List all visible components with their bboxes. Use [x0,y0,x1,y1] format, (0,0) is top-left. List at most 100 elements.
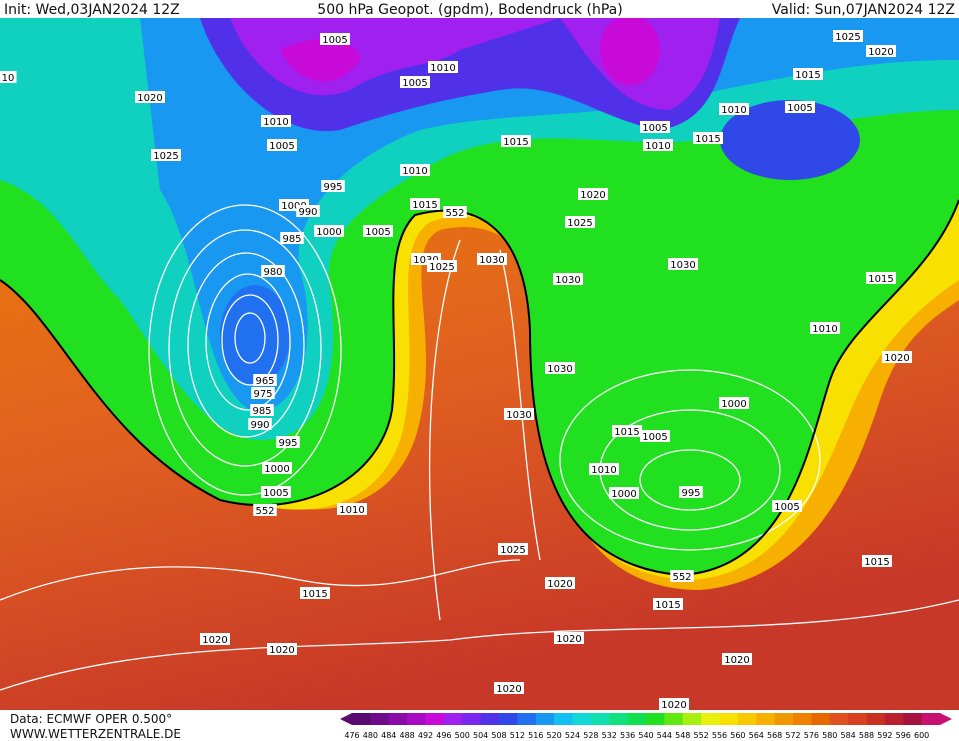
legend-swatch [425,713,445,725]
label-box [253,374,277,386]
isobar-label: 1000 [264,464,289,475]
label-box [810,322,840,334]
legend-label: 576 [804,731,819,740]
isobar-label: 1020 [496,684,521,695]
label-box [693,132,723,144]
label-box [553,273,583,285]
label-box [640,430,670,442]
label-box [866,45,896,57]
label-box [589,463,619,475]
label-box [261,486,291,498]
isobar-label: 1010 [263,117,288,128]
label-box [400,164,430,176]
isobar-label: 1015 [614,427,639,438]
label-box [261,265,285,277]
isobar-labels: 1010051005101010201010100510259951010101… [0,30,912,711]
label-box [793,68,823,80]
label-box [250,404,274,416]
label-box [267,643,297,655]
isobar-label: 1025 [429,262,454,273]
isobar-label: 1005 [642,123,667,134]
legend-label: 488 [399,731,414,740]
label-box [504,408,534,420]
label-box [477,253,507,265]
label-box [151,149,181,161]
legend-label: 528 [583,731,598,740]
isobar-label: 552 [445,208,464,219]
legend-label: 476 [344,731,359,740]
label-box [267,139,297,151]
isobar-label: 1010 [591,465,616,476]
legend-swatch [811,713,831,725]
legend-label: 568 [767,731,782,740]
label-box [862,555,892,567]
legend-swatch [701,713,720,725]
data-source: Data: ECMWF OPER 0.500° [10,712,172,726]
legend-swatch [609,713,629,725]
legend-label: 584 [840,731,855,740]
legend-label: 592 [877,731,892,740]
label-box [262,462,292,474]
isobar-label: 1020 [137,93,162,104]
isobar-label: 1005 [322,35,347,46]
isobar-label: 1015 [695,134,720,145]
legend-label: 580 [822,731,837,740]
legend-swatch [517,713,537,725]
label-box [251,387,275,399]
legend-swatch [590,713,610,725]
label-box [261,115,291,127]
label-box [0,71,17,83]
legend-label: 512 [510,731,525,740]
legend-swatch [903,713,923,725]
label-box [428,61,458,73]
isobar-label: 1010 [721,105,746,116]
legend-label: 532 [602,731,617,740]
legend-swatch [756,713,776,725]
isobar-label: 1025 [567,218,592,229]
isobar-label: 1005 [787,103,812,114]
isobar-label: 1020 [661,700,686,711]
legend-label: 484 [381,731,396,740]
legend-arrow-left [340,713,352,725]
legend-label: 492 [418,731,433,740]
legend-swatch [719,713,739,725]
legend-swatch [866,713,886,725]
legend-swatch [370,713,390,725]
label-box [248,418,272,430]
isobar-label: 990 [298,207,317,218]
label-box [659,698,689,710]
label-box [719,397,749,409]
isobar-label: 1015 [795,70,820,81]
label-box [545,362,575,374]
label-box [785,101,815,113]
legend-label: 508 [491,731,506,740]
legend-swatch [443,713,463,725]
legend-swatch [627,713,647,725]
site-url: WWW.WETTERZENTRALE.DE [10,727,181,741]
isobar-label: 1020 [269,645,294,656]
label-box [609,487,639,499]
legend-swatch [407,713,426,725]
legend-label: 516 [528,731,543,740]
label-box [668,258,698,270]
label-box [640,121,670,133]
isobar-label: 1010 [812,324,837,335]
legend-swatch [554,713,573,725]
legend-label: 548 [675,731,690,740]
label-box [719,103,749,115]
legend-swatch [480,713,500,725]
legend-swatch [499,713,518,725]
legend-swatch [921,713,941,725]
legend-label: 544 [657,731,672,740]
legend-label: 564 [749,731,764,740]
header-bar [0,0,959,18]
isobar-label: 1000 [281,201,306,212]
legend-swatch [646,713,665,725]
label-box [337,503,367,515]
label-box [545,577,575,589]
isobar-label: 980 [263,267,282,278]
legend-swatch [462,713,482,725]
label-box [722,653,752,665]
legend-swatch [829,713,849,725]
